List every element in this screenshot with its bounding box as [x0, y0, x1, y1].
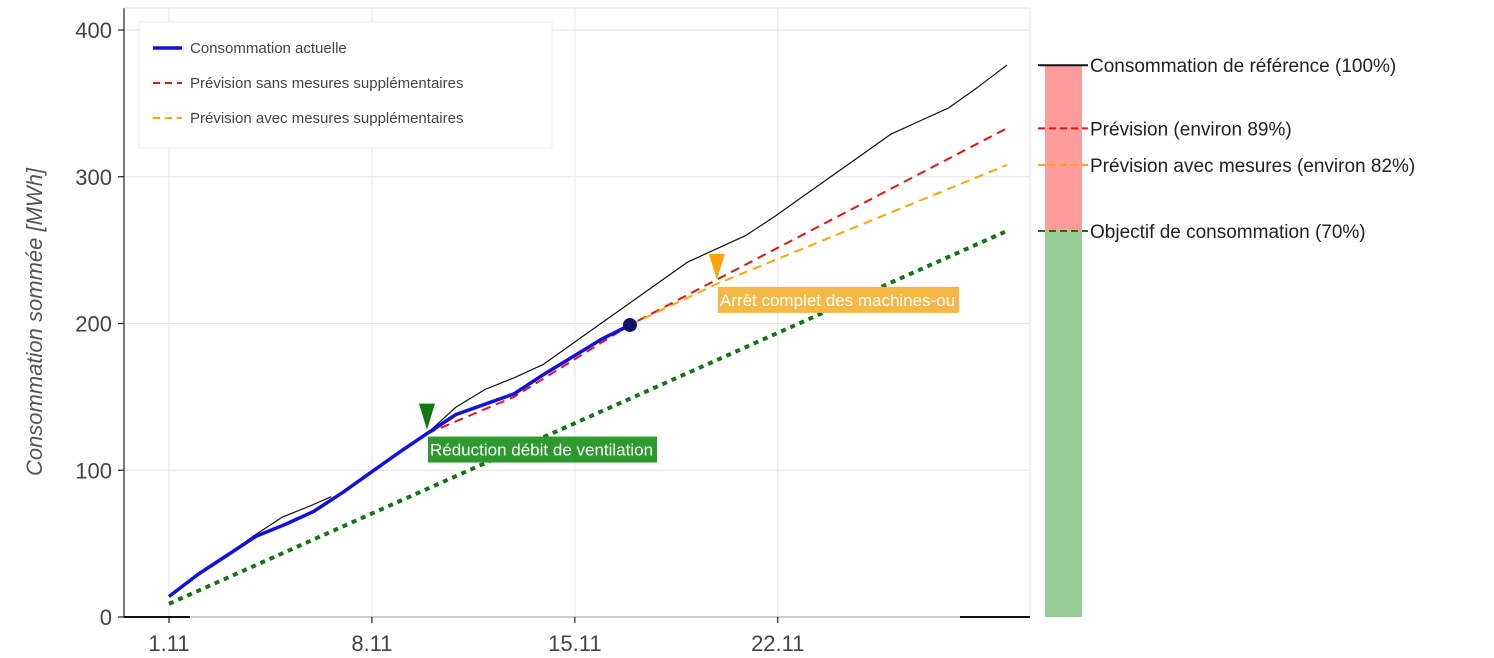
y-tick-label: 100: [75, 458, 112, 483]
y-tick-label: 300: [75, 165, 112, 190]
annotation-box: [428, 436, 658, 463]
y-axis-label: Consommation sommée [MWh]: [22, 167, 47, 476]
y-tick-label: 400: [75, 18, 112, 43]
annotation-marker: [419, 403, 436, 430]
markers: [622, 317, 637, 332]
legend-label: Prévision avec mesures supplémentaires: [190, 110, 463, 127]
plot-frame: [123, 7, 1031, 618]
right-label-text: Prévision avec mesures (environ 82%): [1090, 156, 1415, 177]
x-tick-label: 1.11: [148, 631, 189, 656]
right-label-text: Prévision (environ 89%): [1090, 119, 1292, 140]
series-reference: [426, 64, 1008, 435]
x-tick-label: 8.11: [351, 631, 392, 656]
annotation-label: Réduction débit de ventilation: [430, 441, 653, 460]
series-forecast_no_measures: [426, 127, 1008, 435]
y-tick-label: 0: [100, 605, 112, 630]
series-forecast_with_measures: [629, 164, 1008, 326]
annotation-marker: [708, 253, 725, 280]
bar-segment-gap: [1045, 65, 1082, 232]
x-tick-label: 15.11: [548, 631, 601, 656]
annotation-box: [717, 286, 960, 313]
x-axis: 1.11 8.11 15.11 22.11: [148, 617, 804, 656]
annotations: Réduction débit de ventilation Arrêt comp…: [419, 253, 960, 463]
y-axis: 0 100 200 300 400: [75, 18, 124, 630]
current-point-marker: [622, 317, 637, 332]
x-tick-label: 22.11: [751, 631, 804, 656]
series-actual: [167, 323, 631, 598]
legend-box: [138, 21, 553, 149]
target-bar: [1045, 65, 1082, 618]
right-labels: Consommation de référence (100%) Prévisio…: [124, 56, 1415, 618]
right-label-text: Objectif de consommation (70%): [1090, 222, 1366, 243]
right-label-text: Consommation de référence (100%): [1090, 56, 1396, 77]
annotation-label: Arrêt complet des machines-ou: [720, 291, 955, 310]
y-tick-label: 200: [75, 312, 112, 337]
legend-label: Prévision sans mesures supplémentaires: [190, 75, 463, 92]
legend-label: Consommation actuelle: [190, 40, 347, 57]
bar-segment-target: [1045, 231, 1082, 618]
legend: Consommation actuelle Prévision sans mesu…: [138, 21, 553, 149]
